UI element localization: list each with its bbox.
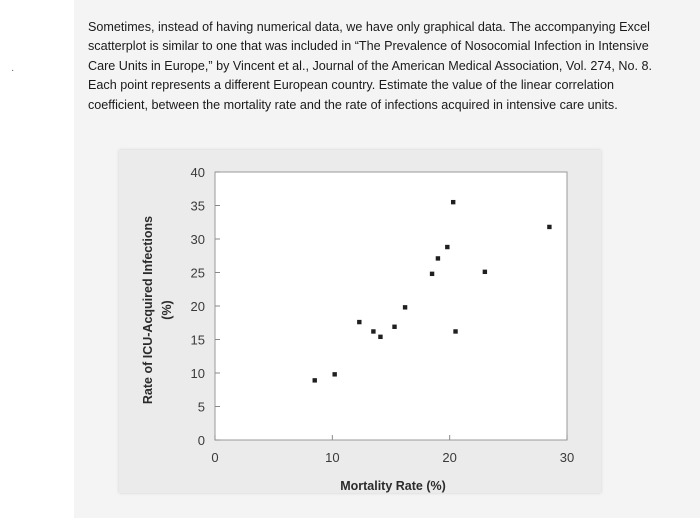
data-point [547,224,552,230]
scatterplot-figure: 0 5 10 15 20 25 30 35 40 0 10 20 30 Mortality Rate … [119,150,601,493]
y-tick-label: 5 [198,400,205,415]
data-point [378,334,383,340]
y-tick-label: 20 [191,299,205,314]
y-tick-label: 40 [191,165,205,180]
y-axis-unit: (%) [160,300,174,319]
data-point [402,305,408,310]
y-tick-label: 35 [191,199,205,214]
x-tick-label: 30 [560,450,574,465]
data-point [435,256,441,261]
y-tick-label: 10 [191,366,205,381]
x-tick-label: 20 [442,450,456,465]
data-point [482,269,488,275]
data-point [450,199,456,205]
y-tick-label: 15 [191,333,205,348]
page-margin [0,0,74,518]
x-tick-label: 0 [211,450,218,465]
data-point [392,324,397,329]
plot-area [214,171,568,441]
y-tick-label: 30 [191,232,205,247]
y-axis-label: Rate of ICU-Acquired Infections [141,216,155,404]
data-point [332,372,337,377]
scatterplot-chart: 0 5 10 15 20 25 30 35 40 0 10 20 30 Mortality Rate … [141,165,574,493]
problem-text: Sometimes, instead of having numerical d… [88,20,652,112]
data-point [371,329,376,334]
x-axis-label: Mortality Rate (%) [340,479,446,493]
data-point [445,244,450,250]
data-point [453,329,458,334]
data-point [429,271,435,277]
bullet-mark: · [11,65,15,76]
data-point [312,378,317,383]
y-tick-label: 25 [191,266,205,281]
y-tick-label: 0 [198,433,205,448]
x-tick-label: 10 [325,450,339,465]
data-point [357,319,362,325]
